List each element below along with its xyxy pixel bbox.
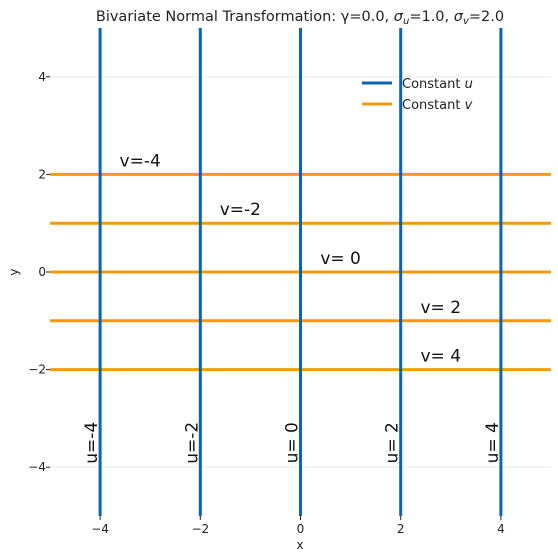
constant-v-label: v= 0 [320,249,361,269]
constant-v-label: v=-2 [220,200,261,220]
x-tick-label: −2 [191,522,209,536]
constant-u-label: u=-2 [182,422,202,464]
legend-label: Constant v [402,98,473,113]
constant-v-label: v= 2 [421,298,462,318]
x-axis-label: x [296,538,303,552]
constant-u-label: u= 4 [483,422,503,463]
ticks: −4 −2 0 2 4 −4 −2 0 2 4 [28,70,504,536]
chart-title: Bivariate Normal Transformation: γ=0.0, … [96,9,504,27]
x-tick-label: −4 [91,522,109,536]
y-tick-label: 4 [38,70,46,84]
legend-label: Constant u [402,77,473,92]
x-tick-label: 2 [397,522,405,536]
y-tick-label: −2 [28,363,46,377]
y-tick-label: −4 [28,460,46,474]
x-tick-label: 4 [497,522,505,536]
legend: Constant u Constant v [362,77,473,113]
x-tick-label: 0 [297,522,305,536]
constant-u-lines: u=-4 u=-2 u= 0 u= 2 u= 4 [82,28,503,516]
y-axis-label: y [7,268,21,275]
constant-u-label: u=-4 [82,422,102,464]
constant-v-label: v= 4 [421,347,462,367]
y-tick-label: 2 [38,167,46,181]
constant-u-label: u= 0 [283,422,303,463]
constant-v-label: v=-4 [120,151,161,171]
constant-u-label: u= 2 [383,422,403,463]
y-tick-label: 0 [38,265,46,279]
